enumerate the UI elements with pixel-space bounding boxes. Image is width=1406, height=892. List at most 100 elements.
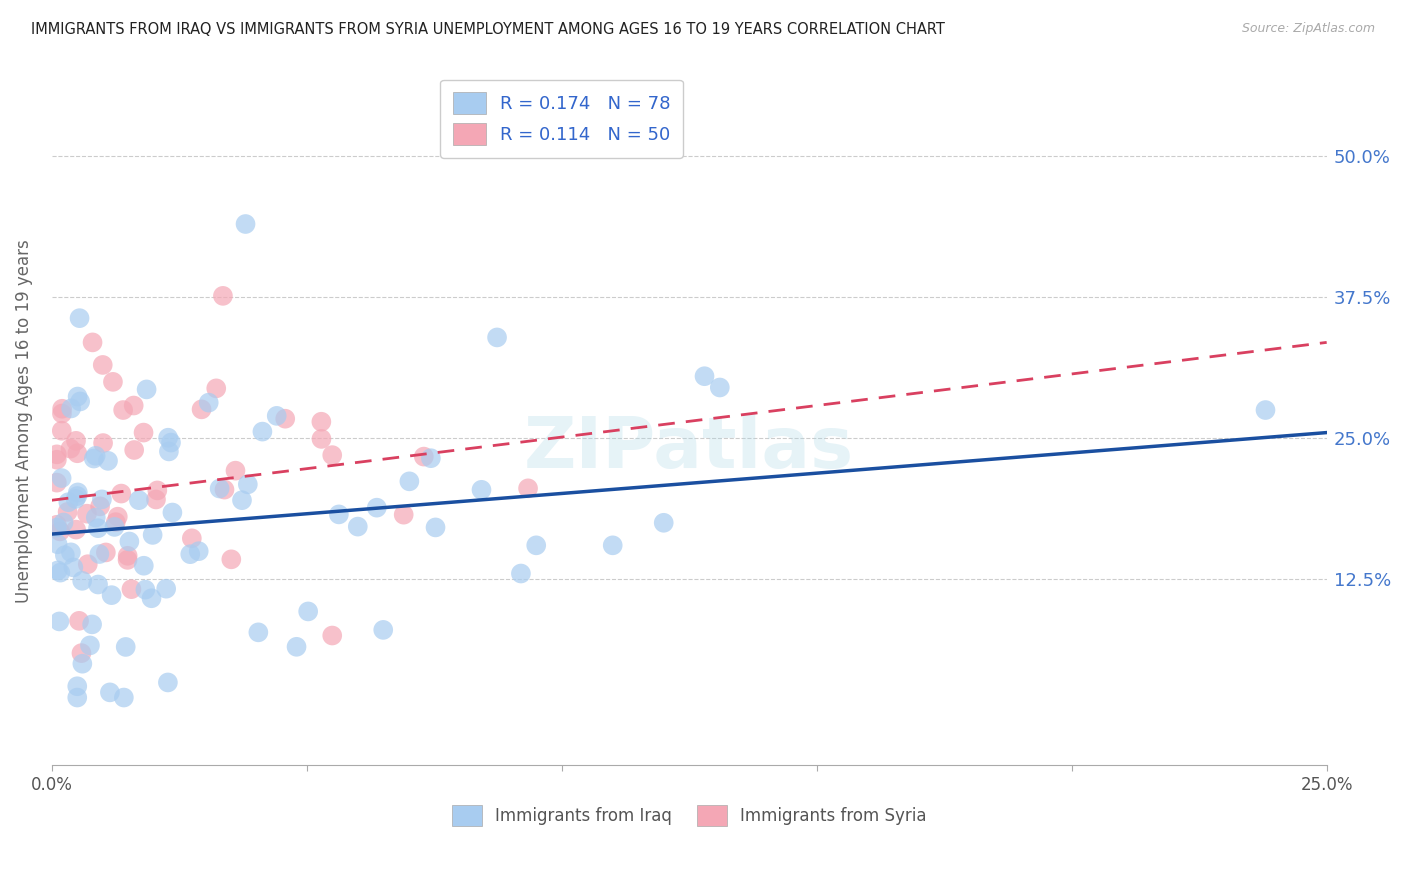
Point <box>373 623 395 637</box>
Point <box>51 407 73 421</box>
Y-axis label: Unemployment Among Ages 16 to 19 years: Unemployment Among Ages 16 to 19 years <box>15 239 32 603</box>
Point <box>160 435 183 450</box>
Point <box>190 402 212 417</box>
Point <box>49 524 72 539</box>
Point <box>69 394 91 409</box>
Point <box>97 454 120 468</box>
Point <box>70 646 93 660</box>
Point <box>470 483 492 497</box>
Point <box>66 679 89 693</box>
Point <box>51 401 73 416</box>
Legend: Immigrants from Iraq, Immigrants from Syria: Immigrants from Iraq, Immigrants from Sy… <box>446 799 934 832</box>
Point <box>70 574 93 588</box>
Point <box>419 451 441 466</box>
Point <box>100 588 122 602</box>
Point <box>66 485 89 500</box>
Point <box>221 552 243 566</box>
Point <box>87 577 110 591</box>
Point <box>162 506 184 520</box>
Point <box>51 471 73 485</box>
Point <box>366 500 388 515</box>
Point <box>66 690 89 705</box>
Point <box>103 520 125 534</box>
Point <box>212 289 235 303</box>
Text: Source: ZipAtlas.com: Source: ZipAtlas.com <box>1241 22 1375 36</box>
Point <box>142 528 165 542</box>
Point <box>321 448 343 462</box>
Point <box>486 330 509 344</box>
Point <box>117 553 139 567</box>
Point <box>91 358 114 372</box>
Point <box>101 375 124 389</box>
Point <box>652 516 675 530</box>
Point <box>45 452 67 467</box>
Point <box>76 558 98 572</box>
Point <box>425 520 447 534</box>
Point <box>214 483 236 497</box>
Point <box>112 403 135 417</box>
Point <box>82 335 104 350</box>
Point <box>45 447 67 461</box>
Point <box>45 521 67 535</box>
Point <box>156 675 179 690</box>
Point <box>62 560 84 574</box>
Point <box>46 537 69 551</box>
Point <box>346 519 368 533</box>
Point <box>285 640 308 654</box>
Point <box>90 492 112 507</box>
Point <box>87 521 110 535</box>
Point <box>84 510 107 524</box>
Point <box>104 515 127 529</box>
Point <box>197 395 219 409</box>
Point <box>146 483 169 498</box>
Point <box>205 381 228 395</box>
Point <box>110 486 132 500</box>
Point <box>155 582 177 596</box>
Point <box>49 566 72 580</box>
Point <box>132 558 155 573</box>
Point <box>179 547 201 561</box>
Point <box>114 640 136 654</box>
Point <box>132 425 155 440</box>
Point <box>321 628 343 642</box>
Point <box>135 383 157 397</box>
Point <box>89 500 111 514</box>
Point <box>311 432 333 446</box>
Point <box>328 508 350 522</box>
Point <box>82 617 104 632</box>
Point <box>157 444 180 458</box>
Point <box>524 538 547 552</box>
Point <box>117 549 139 563</box>
Point <box>66 489 89 503</box>
Point <box>187 544 209 558</box>
Point <box>235 217 257 231</box>
Point <box>134 582 156 597</box>
Point <box>98 685 121 699</box>
Point <box>94 545 117 559</box>
Point <box>709 380 731 394</box>
Point <box>1254 403 1277 417</box>
Point <box>122 399 145 413</box>
Point <box>693 369 716 384</box>
Text: ZIPatlas: ZIPatlas <box>524 414 855 483</box>
Point <box>224 464 246 478</box>
Point <box>266 409 288 423</box>
Point <box>65 434 87 448</box>
Point <box>517 481 540 495</box>
Point <box>83 451 105 466</box>
Point <box>48 615 70 629</box>
Point <box>247 625 270 640</box>
Point <box>52 516 75 530</box>
Point <box>76 507 98 521</box>
Point <box>510 566 533 581</box>
Point <box>69 311 91 326</box>
Point <box>84 449 107 463</box>
Point <box>112 690 135 705</box>
Point <box>236 477 259 491</box>
Point <box>79 639 101 653</box>
Point <box>120 582 142 597</box>
Point <box>398 475 420 489</box>
Point <box>311 415 333 429</box>
Point <box>392 508 415 522</box>
Point <box>66 446 89 460</box>
